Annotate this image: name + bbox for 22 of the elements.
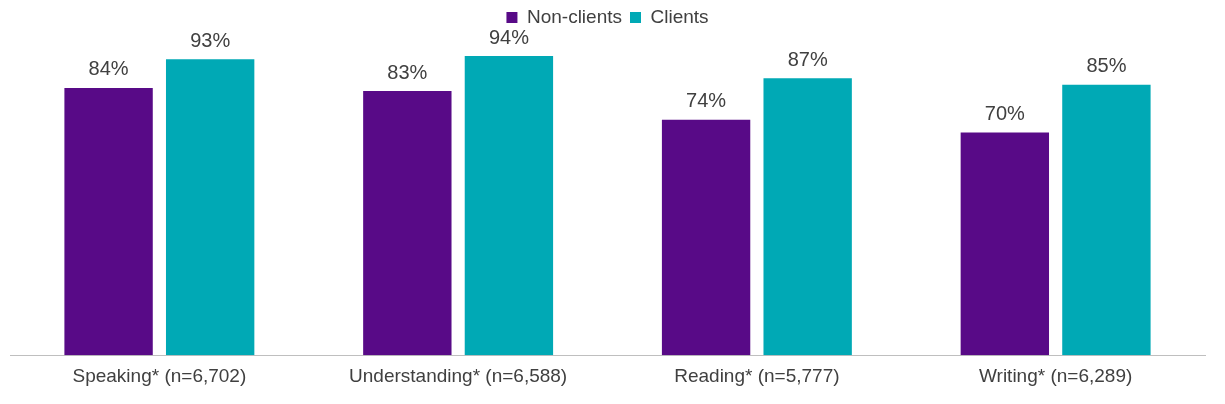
- bar: [363, 91, 452, 356]
- legend-label: Clients: [650, 5, 709, 27]
- bar: [64, 87, 153, 356]
- data-label: 85%: [1086, 54, 1127, 77]
- x-tick-label: Reading* (n=5,777): [674, 364, 840, 386]
- bar: [763, 78, 852, 356]
- x-tick-label: Speaking* (n=6,702): [72, 364, 247, 386]
- bar: [960, 132, 1050, 356]
- data-label: 84%: [88, 57, 129, 80]
- data-label: 74%: [686, 89, 727, 112]
- x-tick-label: Writing* (n=6,289): [978, 364, 1133, 386]
- bar: [165, 59, 255, 356]
- data-label: 70%: [984, 101, 1026, 124]
- bar: [1062, 84, 1151, 356]
- bar: [464, 56, 554, 356]
- bar: [661, 119, 751, 356]
- x-tick-label: Understanding* (n=6,588): [349, 364, 568, 386]
- data-label: 93%: [190, 28, 231, 51]
- data-label: 87%: [787, 47, 828, 70]
- data-label: 83%: [387, 60, 428, 83]
- legend-label: Non-clients: [526, 5, 622, 27]
- data-label: 94%: [488, 25, 530, 48]
